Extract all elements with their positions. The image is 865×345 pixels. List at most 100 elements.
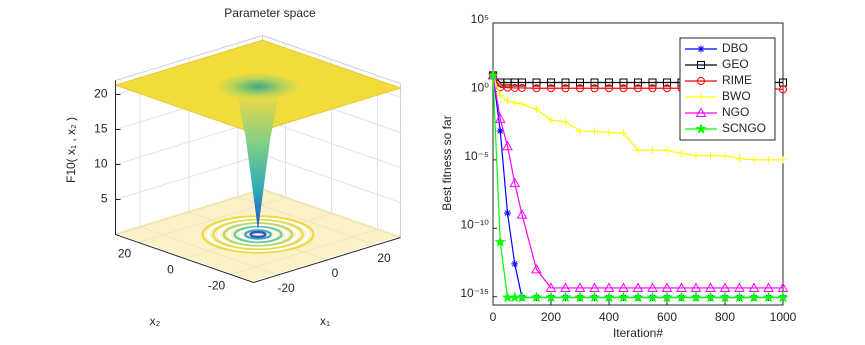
marker xyxy=(518,100,526,108)
marker xyxy=(733,291,746,303)
marker xyxy=(695,122,707,134)
marker xyxy=(605,84,613,93)
marker xyxy=(576,127,584,135)
x-tick-label: 800 xyxy=(715,310,735,324)
x-tick-label: 1000 xyxy=(770,310,797,324)
y-axis-label: Best fitness so far xyxy=(440,115,454,210)
marker xyxy=(496,92,504,100)
legend xyxy=(679,37,776,141)
marker xyxy=(547,84,555,93)
marker xyxy=(591,127,598,135)
marker xyxy=(561,78,570,87)
y-tick-label: -20 xyxy=(208,279,226,293)
marker xyxy=(516,291,528,303)
marker xyxy=(619,84,628,93)
marker xyxy=(620,129,627,137)
contour xyxy=(228,223,288,245)
y-axis-label: x₂ xyxy=(150,314,161,328)
marker xyxy=(762,291,775,303)
z-tick-label: 5 xyxy=(101,192,108,206)
y-tick-label: 10⁻⁵ xyxy=(464,149,489,163)
marker xyxy=(663,78,671,87)
marker xyxy=(494,235,506,247)
surface-funnel xyxy=(237,98,279,230)
marker xyxy=(663,84,671,93)
marker xyxy=(750,156,758,164)
marker xyxy=(707,152,714,160)
z-tick-label: 15 xyxy=(94,122,108,136)
marker xyxy=(547,116,555,124)
marker xyxy=(518,83,526,92)
x-tick-label: 0 xyxy=(490,310,497,324)
legend-label: NGO xyxy=(722,105,749,119)
legend-label: BWO xyxy=(722,89,751,103)
legend-label: DBO xyxy=(722,41,748,55)
marker xyxy=(619,78,628,87)
x-axis-label: x₁ xyxy=(320,314,330,328)
marker xyxy=(719,291,731,303)
x-tick-label: -20 xyxy=(277,281,295,295)
marker xyxy=(648,78,657,87)
x-tick-label: 200 xyxy=(541,310,561,324)
marker xyxy=(646,291,659,303)
marker xyxy=(590,84,599,93)
marker xyxy=(504,97,511,105)
contour xyxy=(238,227,278,242)
floor xyxy=(115,187,401,281)
contour xyxy=(201,215,315,254)
marker xyxy=(765,156,772,164)
contour xyxy=(212,218,304,251)
marker xyxy=(678,149,685,157)
y-tick-label: 10⁻¹⁰ xyxy=(461,217,490,231)
marker xyxy=(649,146,656,154)
contour xyxy=(249,230,267,238)
marker xyxy=(532,84,541,93)
x-axis-label: Iteration# xyxy=(613,326,663,340)
marker xyxy=(634,78,642,87)
marker xyxy=(576,84,584,93)
marker xyxy=(561,84,570,93)
y-tick-label: 10⁰ xyxy=(471,81,489,95)
marker xyxy=(511,260,519,268)
marker xyxy=(547,78,555,87)
marker xyxy=(531,263,542,274)
marker xyxy=(779,156,787,164)
marker xyxy=(502,140,513,151)
marker xyxy=(496,127,504,135)
y-tick-label: 10⁵ xyxy=(471,12,489,26)
marker xyxy=(697,77,705,85)
marker xyxy=(559,291,572,303)
contour xyxy=(233,225,283,244)
marker xyxy=(690,291,702,303)
marker xyxy=(617,291,630,303)
marker xyxy=(603,291,615,303)
marker xyxy=(530,291,543,303)
contour xyxy=(217,220,299,249)
marker xyxy=(675,291,688,303)
marker xyxy=(588,291,601,303)
marker xyxy=(590,78,599,87)
x-tick-label: 20 xyxy=(377,251,391,265)
x-tick-label: 400 xyxy=(599,310,619,324)
marker xyxy=(605,129,613,137)
surface-hole xyxy=(215,72,301,101)
contour xyxy=(206,217,310,252)
marker xyxy=(494,113,506,123)
marker xyxy=(504,209,511,217)
marker xyxy=(545,291,557,303)
marker xyxy=(562,118,569,126)
series-line xyxy=(492,75,783,289)
marker xyxy=(605,78,613,87)
chart-title: Parameter space xyxy=(224,6,316,20)
x-tick-label: 0 xyxy=(332,266,339,280)
z-axis-label: F10( x₁ , x₂ ) xyxy=(64,117,78,183)
z-tick-label: 10 xyxy=(94,157,108,171)
legend-label: RIME xyxy=(722,73,752,87)
marker xyxy=(736,155,743,163)
marker xyxy=(697,45,705,53)
marker xyxy=(533,105,540,113)
marker xyxy=(704,291,717,303)
marker xyxy=(748,291,760,303)
marker xyxy=(516,209,528,219)
